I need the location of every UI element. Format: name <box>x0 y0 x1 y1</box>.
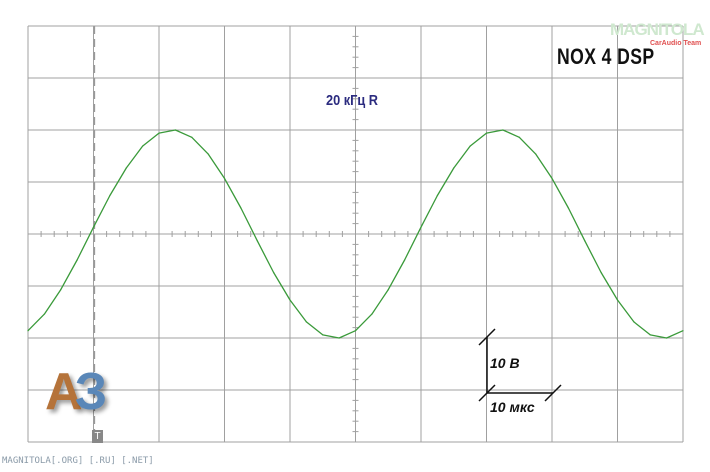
watermark: MAGNITOLA <box>610 20 705 39</box>
data-point <box>469 145 471 147</box>
trigger-marker: T <box>92 430 103 443</box>
scale-tick <box>478 328 496 346</box>
scale-tick <box>544 384 562 402</box>
data-point <box>109 194 111 197</box>
device-title: NOX 4 DSP <box>557 44 655 69</box>
data-point <box>616 299 619 301</box>
data-point <box>485 132 488 134</box>
data-point <box>27 330 29 332</box>
footer-text: MAGNITOLA[.ORG] [.RU] [.NET] <box>2 456 154 466</box>
data-point <box>273 271 275 274</box>
data-point <box>354 330 357 332</box>
data-point <box>633 321 635 323</box>
data-point <box>551 177 553 179</box>
data-point <box>92 226 95 228</box>
data-point <box>289 299 291 301</box>
data-point <box>256 240 258 242</box>
data-point <box>502 129 504 131</box>
data-point <box>142 145 144 147</box>
data-point <box>436 194 438 197</box>
data-point <box>338 337 340 339</box>
data-point <box>174 129 176 131</box>
data-point <box>125 167 127 169</box>
data-point <box>43 313 45 315</box>
data-point <box>371 313 373 315</box>
data-point <box>518 136 520 138</box>
data-point <box>600 271 602 274</box>
data-point <box>453 167 455 169</box>
watermark-subtitle: CarAudio Team <box>650 40 702 47</box>
data-point <box>387 289 389 291</box>
data-point <box>649 334 651 336</box>
time-scale-label: 10 мкс <box>490 399 535 415</box>
data-point <box>191 136 193 138</box>
data-point <box>322 334 324 336</box>
data-point <box>682 330 684 332</box>
data-point <box>158 132 160 134</box>
data-point <box>240 207 242 209</box>
data-point <box>584 240 586 242</box>
data-point <box>223 177 226 179</box>
data-point <box>207 153 209 155</box>
a3-logo: АЗ <box>45 363 107 421</box>
signal-label: 20 кГц R <box>326 92 378 109</box>
data-point <box>305 321 307 323</box>
data-point <box>420 226 422 228</box>
voltage-scale-label: 10 В <box>490 355 520 371</box>
data-point <box>60 289 62 291</box>
data-point <box>76 259 78 261</box>
data-point <box>404 259 406 261</box>
data-point <box>567 207 569 209</box>
data-point <box>666 337 668 339</box>
data-point <box>535 153 537 155</box>
